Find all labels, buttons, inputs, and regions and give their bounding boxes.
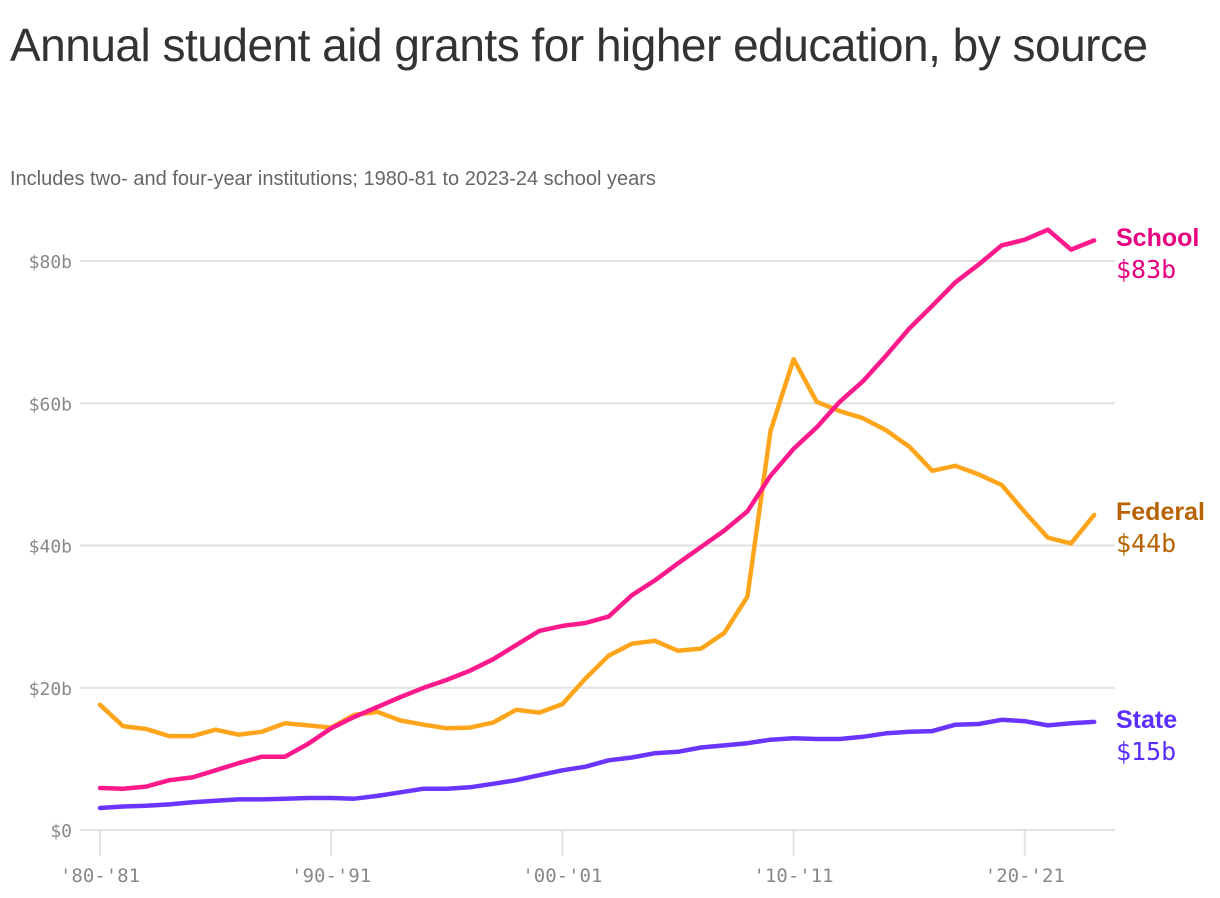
gridlines [80, 260, 1115, 831]
series-end-value: $15b [1116, 737, 1176, 766]
series-end-value: $44b [1116, 529, 1176, 558]
y-tick-label: $80b [29, 252, 72, 273]
series-name-label: State [1116, 706, 1177, 734]
series-line-state [97, 717, 1097, 811]
x-axis: '80-'81 '90-'91 '00-'01 '10-'11 '20-'21 [60, 831, 1065, 887]
x-tick-label: '80-'81 [60, 865, 140, 887]
y-tick-label: $60b [29, 394, 72, 415]
series-name-label: School [1116, 224, 1199, 252]
y-tick-label: $40b [29, 537, 72, 558]
x-tick-label: '10-'11 [754, 865, 834, 887]
series-labels: State $15b Federal $44b School $83b [1116, 224, 1205, 766]
series-name-label: Federal [1116, 498, 1205, 526]
x-tick-label: '20-'21 [985, 865, 1065, 887]
y-tick-label: $0 [50, 821, 72, 842]
series-line-school [97, 227, 1097, 791]
chart-title: Annual student aid grants for higher edu… [10, 19, 1148, 71]
x-tick-label: '00-'01 [522, 865, 602, 887]
x-tick-label: '90-'91 [291, 865, 371, 887]
series-line-federal [97, 356, 1097, 739]
series-end-value: $83b [1116, 255, 1176, 284]
y-axis: $0 $20b $40b $60b $80b [29, 252, 72, 842]
chart-subtitle: Includes two- and four-year institutions… [10, 168, 656, 190]
series-lines [97, 227, 1097, 811]
y-tick-label: $20b [29, 679, 72, 700]
